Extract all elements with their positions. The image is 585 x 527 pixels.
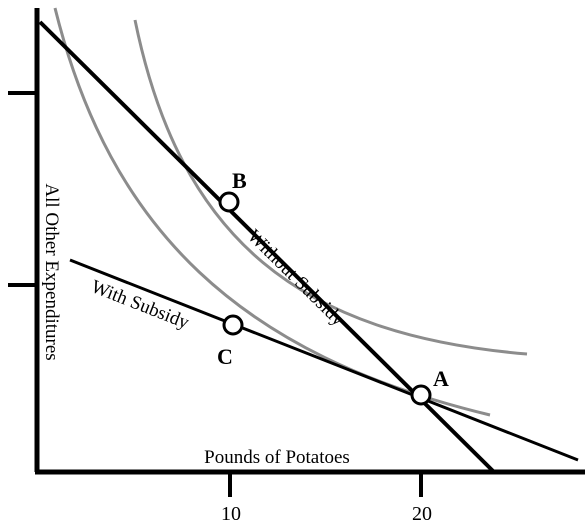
x-axis-label: Pounds of Potatoes (204, 447, 350, 468)
point-b-label: B (232, 168, 247, 193)
point-b (218, 191, 240, 213)
indifference-curve-upper (133, 19, 528, 356)
point-c-label: C (217, 344, 233, 369)
indifference-curve-lower (53, 7, 491, 417)
point-a-label: A (433, 366, 449, 391)
point-a (410, 384, 432, 406)
y-axis-label: All Other Expenditures (41, 183, 62, 360)
budget-line-with-subsidy (69, 258, 579, 462)
x-tick-label-20: 20 (412, 503, 432, 525)
x-tick-label-10: 10 (221, 503, 241, 525)
without-subsidy-label: Without Subsidy (243, 226, 349, 331)
with-subsidy-label: With Subsidy (88, 276, 192, 334)
point-c (222, 314, 244, 336)
